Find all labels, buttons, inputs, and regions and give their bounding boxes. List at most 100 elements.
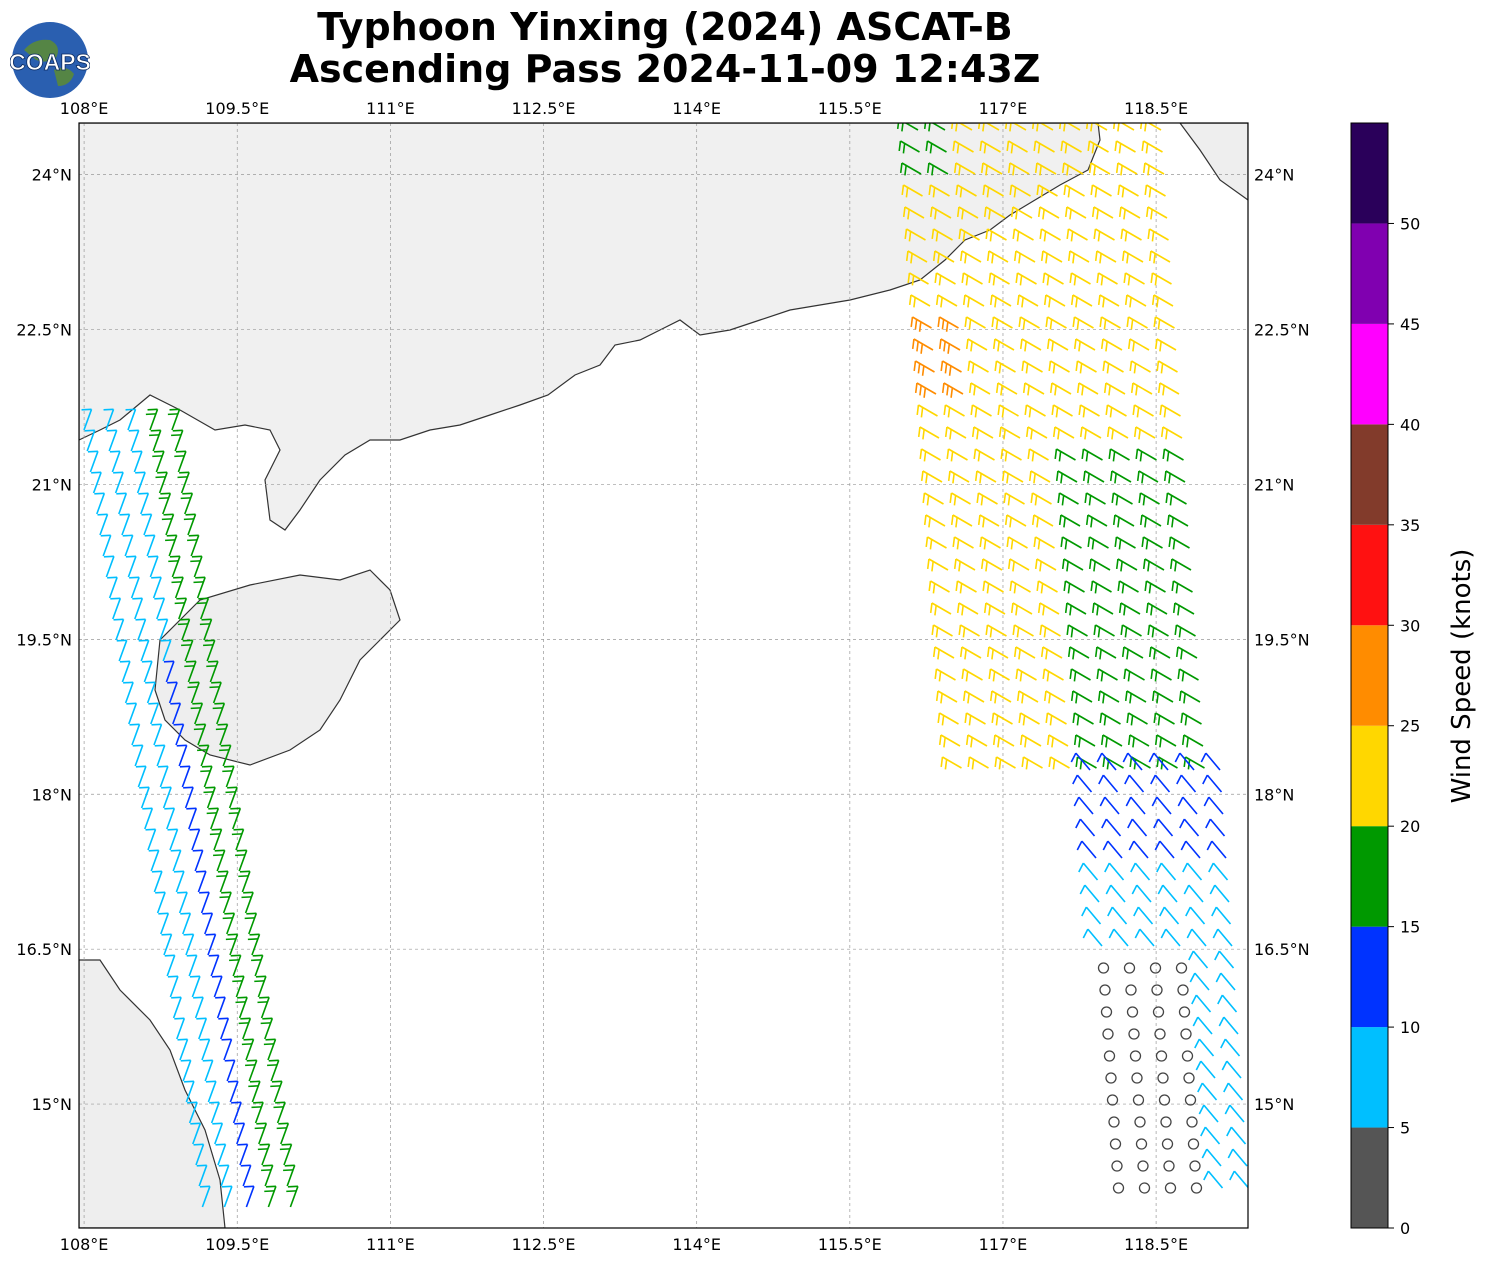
wind-barb: [1179, 818, 1200, 837]
wind-barb: [196, 1164, 208, 1187]
wind-barb: [916, 404, 938, 418]
wind-barb: [995, 382, 1018, 396]
wind-barb: [1057, 492, 1079, 506]
wind-barb: [180, 492, 194, 515]
wind-barb: [1226, 1126, 1247, 1145]
wind-barb: [205, 1080, 217, 1103]
wind-barb: [1049, 382, 1072, 396]
wind-barb: [940, 360, 962, 376]
wind-barb: [213, 849, 226, 872]
lon-labels-top: 108°E 109.5°E 111°E 112.5°E 114°E 115.5°E 117°…: [60, 99, 1188, 118]
calm-wind-marker: [1161, 1138, 1174, 1150]
wind-barb: [1132, 404, 1154, 418]
wind-barb: [193, 996, 204, 1019]
lon-tick-label: 117°E: [979, 1235, 1028, 1254]
wind-barb: [211, 975, 223, 998]
wind-barb: [1147, 228, 1169, 242]
wind-barb: [955, 184, 977, 198]
wind-barb: [931, 228, 953, 242]
lon-tick-label: 114°E: [672, 99, 721, 118]
wind-barb: [138, 639, 150, 662]
wind-barb: [911, 338, 934, 354]
lat-labels-left: 24°N 22.5°N 21°N 19.5°N 18°N 16.5°N 15°N: [16, 166, 72, 1114]
wind-barb: [1015, 272, 1037, 286]
wind-barb: [151, 723, 163, 746]
calm-wind-marker: [1105, 1072, 1117, 1084]
calm-wind-marker: [1128, 1028, 1140, 1040]
wind-barb: [1078, 862, 1099, 881]
wind-barb: [1037, 602, 1060, 616]
calm-wind-marker: [1100, 1006, 1113, 1018]
lon-tick-label: 109.5°E: [205, 1235, 269, 1254]
wind-barb: [206, 807, 220, 830]
wind-barb: [1043, 690, 1066, 704]
wind-barb: [180, 912, 192, 935]
wind-barb: [935, 294, 958, 308]
wind-barb: [163, 660, 175, 683]
wind-barb: [181, 639, 194, 662]
wind-barb: [1097, 294, 1120, 308]
wind-barb: [913, 360, 935, 376]
wind-barb: [968, 382, 991, 396]
lat-tick-label: 24°N: [32, 166, 72, 185]
wind-barb: [1121, 646, 1144, 660]
wind-barb: [1157, 382, 1180, 396]
wind-barb: [231, 1101, 242, 1124]
wind-barb: [1150, 774, 1171, 793]
wind-barb: [116, 639, 128, 662]
wind-barb: [1202, 774, 1223, 793]
wind-barb: [1061, 558, 1084, 572]
wind-barb: [212, 1122, 224, 1145]
wind-barb: [1169, 558, 1192, 572]
wind-barb: [1189, 972, 1210, 991]
calm-wind-marker: [1138, 1182, 1151, 1194]
wind-barb: [1034, 558, 1057, 572]
wind-barb: [955, 580, 977, 594]
wind-barb: [132, 597, 144, 620]
wind-barb: [1018, 316, 1040, 330]
wind-barb: [125, 408, 137, 431]
lon-tick-label: 115.5°E: [818, 1235, 882, 1254]
wind-barb: [183, 933, 195, 956]
calm-wind-marker: [1184, 1094, 1197, 1106]
wind-barb: [132, 744, 144, 767]
wind-barb: [1206, 840, 1227, 859]
wind-barb: [1025, 426, 1048, 440]
wind-barb: [1064, 206, 1087, 220]
wind-barb: [1004, 514, 1027, 528]
wind-barb: [1006, 536, 1028, 550]
wind-barb: [190, 1122, 202, 1145]
calm-wind-marker: [1175, 962, 1188, 974]
colorbar-segment: [1351, 826, 1388, 927]
wind-barb: [1093, 228, 1115, 242]
wind-barb: [1042, 668, 1064, 682]
wind-barb: [228, 807, 242, 830]
wind-barb: [1177, 796, 1198, 815]
wind-barb: [1188, 950, 1209, 969]
wind-barb: [934, 668, 956, 682]
calm-wind-marker: [1151, 984, 1163, 996]
wind-barb: [235, 849, 248, 872]
wind-barb: [991, 712, 1013, 726]
calm-wind-marker: [1102, 1028, 1114, 1040]
calm-wind-marker: [1189, 1160, 1201, 1172]
colorbar-frame: [1350, 122, 1389, 1229]
wind-barb: [164, 954, 176, 977]
wind-barb: [1220, 1038, 1241, 1057]
wind-barb: [1130, 862, 1151, 881]
calm-wind-marker: [1109, 1138, 1122, 1150]
wind-barb: [1134, 928, 1155, 947]
wind-barb: [1200, 1126, 1221, 1145]
wind-barb: [1212, 928, 1233, 947]
wind-barb: [935, 690, 958, 704]
calm-wind-marker: [1106, 1094, 1119, 1106]
wind-barb: [1082, 928, 1103, 947]
wind-barb: [189, 975, 201, 998]
wind-barb: [1064, 602, 1087, 616]
wind-barb: [934, 272, 956, 286]
wind-barb: [154, 597, 166, 620]
wind-barb: [1120, 624, 1142, 638]
wind-barb: [1067, 646, 1090, 660]
wind-barb: [965, 734, 988, 748]
wind-barb: [1075, 360, 1097, 374]
